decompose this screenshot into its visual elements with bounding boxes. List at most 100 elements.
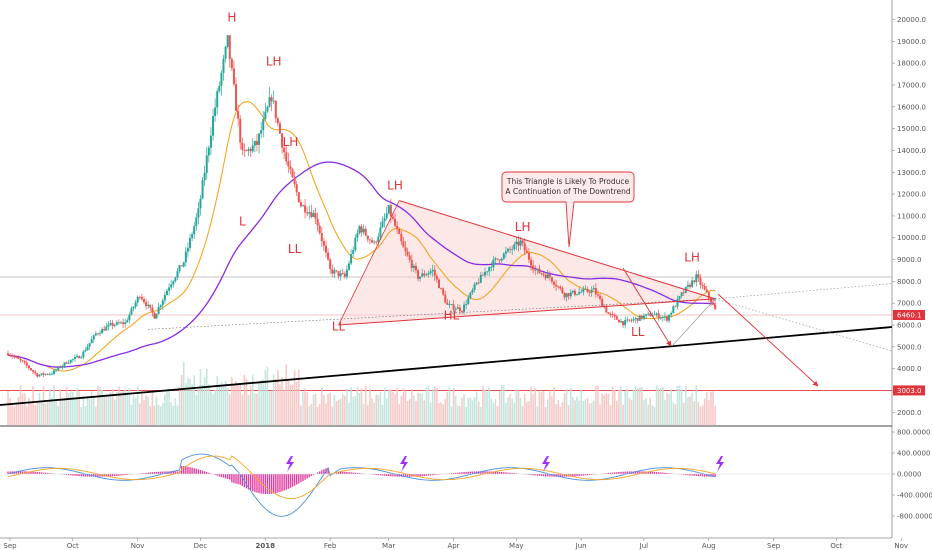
volume-bar xyxy=(7,390,9,425)
macd-histogram-bar xyxy=(436,474,438,475)
macd-histogram-bar xyxy=(203,471,206,474)
macd-histogram-bar xyxy=(360,473,363,474)
volume-bar xyxy=(308,406,311,425)
price-tick-label: 14000.0 xyxy=(897,147,926,155)
candle-body xyxy=(709,298,712,303)
candle-body xyxy=(278,123,281,134)
candle-body xyxy=(563,293,566,298)
macd-histogram-bar xyxy=(214,474,216,475)
candle-body xyxy=(191,234,194,238)
candle-body xyxy=(151,307,154,313)
candle-body xyxy=(538,268,541,274)
candle-body xyxy=(15,356,18,358)
candle-body xyxy=(232,68,235,85)
candle-body xyxy=(596,294,599,296)
macd-histogram-bar xyxy=(563,474,566,477)
volume-bar xyxy=(567,404,570,425)
volume-bar xyxy=(528,401,530,425)
candle-body xyxy=(84,350,87,352)
candle-body xyxy=(473,284,476,290)
volume-bar xyxy=(306,392,308,425)
macd-histogram-bar xyxy=(323,469,325,474)
volume-bar xyxy=(511,398,513,425)
volume-bar xyxy=(289,384,292,425)
volume-bar xyxy=(36,401,39,425)
candle-body xyxy=(166,290,168,295)
volume-bar xyxy=(523,393,526,425)
macd-histogram-bar xyxy=(143,473,145,474)
candle-body xyxy=(216,91,219,108)
macd-histogram-bar xyxy=(680,474,683,475)
candle-body xyxy=(362,228,365,233)
volume-bar xyxy=(396,387,398,425)
candle-body xyxy=(132,306,135,309)
volume-bar xyxy=(53,385,55,425)
candle-body xyxy=(561,288,564,294)
candle-body xyxy=(481,274,484,276)
macd-histogram-bar xyxy=(536,474,539,476)
volume-bar xyxy=(586,398,589,425)
macd-histogram-bar xyxy=(603,473,605,474)
candle-body xyxy=(661,317,664,318)
volume-bar xyxy=(383,387,386,425)
macd-histogram-bar xyxy=(572,474,574,477)
candle-body xyxy=(469,292,472,298)
candle-body xyxy=(117,322,120,324)
macd-histogram-bar xyxy=(335,472,338,474)
macd-histogram-bar xyxy=(193,468,195,474)
candle-body xyxy=(550,277,553,282)
candle-body xyxy=(530,259,533,266)
projection-arrow-2 xyxy=(717,293,819,387)
candle-body xyxy=(435,275,438,280)
volume-bar xyxy=(17,396,20,425)
volume-bar xyxy=(641,387,643,425)
candle-body xyxy=(329,259,332,270)
volume-bar xyxy=(162,402,164,425)
candle-body xyxy=(214,107,217,117)
volume-bar xyxy=(703,398,706,425)
volume-bar xyxy=(120,391,122,425)
volume-bar xyxy=(569,387,572,425)
volume-bar xyxy=(369,389,371,425)
macd-histogram-bar xyxy=(170,471,172,474)
volume-bar xyxy=(624,391,626,425)
candle-body xyxy=(264,111,267,120)
volume-bar xyxy=(448,386,451,425)
volume-bar xyxy=(176,405,179,425)
candle-body xyxy=(695,274,698,283)
candle-body xyxy=(490,267,493,268)
candle-body xyxy=(30,368,33,371)
candle-body xyxy=(203,172,206,181)
candle-body xyxy=(25,362,28,366)
volume-bar xyxy=(97,385,99,425)
candle-body xyxy=(496,258,499,260)
candle-body xyxy=(9,355,12,356)
volume-bar xyxy=(689,396,691,425)
macd-histogram-bar xyxy=(618,472,620,474)
candle-body xyxy=(218,85,221,92)
time-tick-label: Feb xyxy=(324,542,337,550)
volume-bar xyxy=(34,404,36,425)
volume-bar xyxy=(149,406,152,425)
macd-histogram-bar xyxy=(84,474,87,477)
macd-histogram-bar xyxy=(605,473,608,474)
volume-bar xyxy=(266,366,269,425)
candle-body xyxy=(686,284,689,287)
volume-bar xyxy=(693,401,696,425)
candle-body xyxy=(297,192,300,203)
candle-body xyxy=(226,35,229,47)
macd-histogram-bar xyxy=(65,474,68,475)
price-tick-label: 6000.0 xyxy=(897,322,922,330)
macd-histogram-bar xyxy=(151,472,154,474)
volume-bar xyxy=(544,406,547,425)
volume-bar xyxy=(132,395,135,425)
candle-body xyxy=(383,218,386,222)
volume-bar xyxy=(526,401,528,425)
volume-bar xyxy=(42,386,45,425)
volume-bar xyxy=(153,405,156,425)
volume-bar xyxy=(601,393,603,425)
candle-body xyxy=(235,84,238,111)
macd-histogram-bar xyxy=(714,474,716,477)
candle-body xyxy=(130,308,133,315)
